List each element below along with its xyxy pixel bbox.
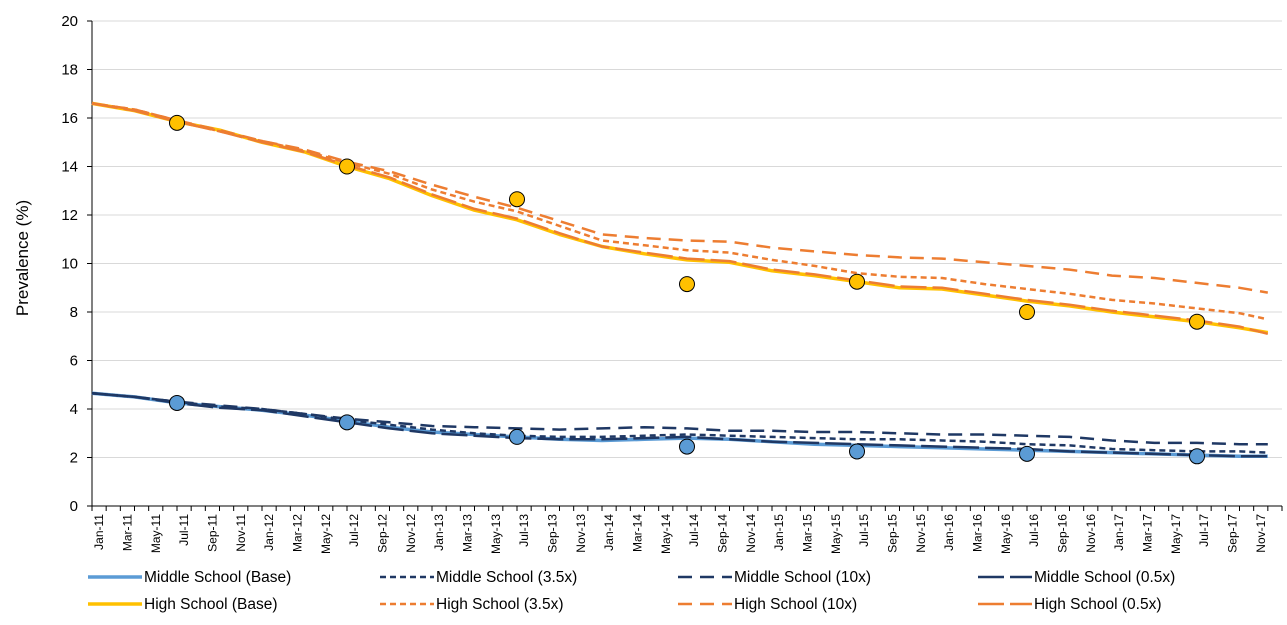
observed-point [850, 444, 865, 459]
legend-label: Middle School (0.5x) [1034, 569, 1175, 586]
x-tick-label: May-14 [659, 514, 673, 554]
x-tick-label: Mar-15 [800, 514, 814, 552]
y-tick-label: 20 [61, 13, 78, 30]
x-tick-label: Nov-14 [744, 514, 758, 553]
x-tick-label: Jan-12 [262, 514, 276, 551]
x-tick-label: Jul-16 [1027, 514, 1041, 547]
series-line [92, 103, 1268, 292]
series-line [92, 103, 1268, 332]
legend-label: High School (10x) [734, 596, 857, 613]
series-line [92, 103, 1268, 333]
x-tick-label: Nov-12 [404, 514, 418, 553]
x-tick-label: Sep-11 [205, 514, 219, 552]
y-tick-label: 16 [61, 110, 78, 127]
x-tick-label: Sep-13 [545, 514, 559, 553]
y-tick-label: 14 [61, 159, 78, 176]
x-tick-label: Jul-14 [687, 514, 701, 547]
observed-point [510, 192, 525, 207]
y-axis-label: Prevalence (%) [13, 200, 32, 316]
y-tick-label: 8 [70, 304, 78, 321]
legend-label: Middle School (Base) [144, 569, 291, 586]
observed-markers [170, 115, 1205, 463]
observed-point [170, 395, 185, 410]
y-tick-label: 2 [70, 450, 78, 467]
observed-point [1190, 449, 1205, 464]
observed-point [680, 439, 695, 454]
x-tick-label: Jan-16 [942, 514, 956, 551]
legend-label: Middle School (3.5x) [436, 569, 577, 586]
x-tick-label: May-11 [149, 514, 163, 553]
x-tick-label: Mar-16 [970, 514, 984, 552]
series-lines [92, 103, 1268, 456]
y-tick-label: 4 [70, 401, 78, 418]
x-tick-label: Mar-14 [630, 514, 644, 552]
y-tick-label: 6 [70, 353, 78, 370]
x-tick-label: Sep-12 [375, 514, 389, 553]
y-tick-label: 0 [70, 498, 78, 515]
x-tick-label: Mar-12 [290, 514, 304, 552]
observed-point [1020, 305, 1035, 320]
y-tick-label: 10 [61, 256, 78, 273]
gridlines [92, 21, 1282, 458]
x-tick-label: May-12 [319, 514, 333, 554]
x-tick-label: Nov-15 [914, 514, 928, 553]
legend-label: High School (Base) [144, 596, 278, 613]
x-tick-label: Jan-15 [772, 514, 786, 551]
x-tick-label: Jul-15 [857, 514, 871, 547]
x-tick-label: Nov-17 [1254, 514, 1268, 553]
x-axis-ticks: Jan-11 Mar-11 May-11 Jul-11 Sep-11 Nov-11 Jan-… [92, 506, 1282, 554]
x-tick-label: May-13 [489, 514, 503, 554]
y-tick-label: 12 [61, 207, 78, 224]
observed-point [680, 277, 695, 292]
x-tick-label: Mar-13 [460, 514, 474, 552]
observed-point [340, 159, 355, 174]
x-tick-label: May-16 [999, 514, 1013, 554]
x-tick-label: Nov-11 [234, 514, 248, 552]
observed-point [1020, 446, 1035, 461]
observed-point [1190, 314, 1205, 329]
x-tick-label: Jan-14 [602, 514, 616, 551]
x-tick-label: Jan-17 [1112, 514, 1126, 551]
x-tick-label: Mar-11 [120, 514, 134, 551]
observed-point [850, 274, 865, 289]
x-tick-label: Sep-17 [1225, 514, 1239, 553]
x-tick-label: Jan-13 [432, 514, 446, 551]
observed-point [510, 429, 525, 444]
x-tick-label: Mar-17 [1140, 514, 1154, 552]
x-tick-label: Jul-11 [177, 514, 191, 546]
x-tick-label: May-17 [1169, 514, 1183, 554]
x-tick-label: Jul-17 [1197, 514, 1211, 547]
legend: Middle School (Base) Middle School (3.5x)… [88, 569, 1175, 613]
legend-label: High School (0.5x) [1034, 596, 1162, 613]
y-tick-label: 18 [61, 62, 78, 79]
x-tick-label: Sep-16 [1055, 514, 1069, 553]
observed-point [340, 415, 355, 430]
x-tick-label: Sep-15 [885, 514, 899, 553]
x-tick-label: May-15 [829, 514, 843, 554]
y-axis-ticks: 0 2 4 6 8 10 12 14 16 18 20 [61, 13, 92, 515]
x-tick-label: Jul-12 [347, 514, 361, 547]
x-tick-label: Nov-13 [574, 514, 588, 553]
x-tick-label: Sep-14 [715, 514, 729, 553]
x-tick-label: Nov-16 [1084, 514, 1098, 553]
x-tick-label: Jan-11 [92, 514, 106, 550]
legend-label: Middle School (10x) [734, 569, 871, 586]
legend-label: High School (3.5x) [436, 596, 564, 613]
x-tick-label: Jul-13 [517, 514, 531, 547]
observed-point [170, 115, 185, 130]
